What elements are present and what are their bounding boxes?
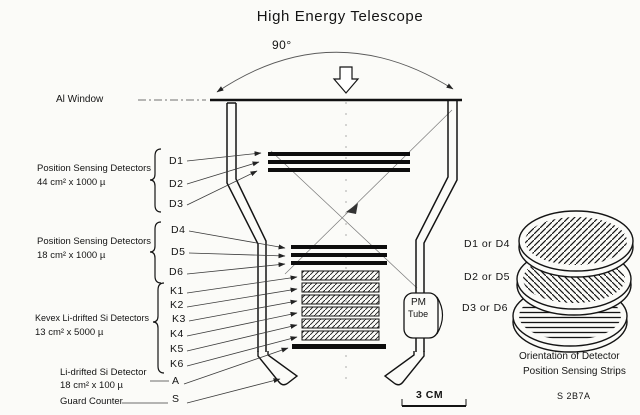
detector-bar-a [292,344,386,349]
psd-mid-spec: 18 cm² x 1000 µ [37,250,106,261]
brace-psd-mid [149,221,162,284]
leader-lines [122,151,298,404]
detector-bar-d4 [291,245,387,249]
detectors-d4-d6 [291,245,387,265]
label-d5: D5 [171,246,186,258]
label-k3: K3 [172,313,186,325]
pm-tube-label-line2: Tube [408,309,429,319]
label-d1: D1 [169,155,184,167]
psd-mid-name: Position Sensing Detectors [37,236,152,247]
scale-bar [401,399,467,407]
detector-box-k1 [301,270,380,281]
detector-box-k6 [301,330,380,341]
disc-label-d2-d5: D2 or D5 [464,271,511,283]
detector-box-k5 [301,318,380,329]
li-drifted-spec: 18 cm² x 100 µ [60,380,124,391]
detector-bar-d6 [291,261,387,265]
label-k2: K2 [170,299,184,311]
guard-counter-name: Guard Counter [60,396,123,407]
disc-caption-line2: Position Sensing Strips [523,366,626,377]
group-braces [149,148,165,374]
detector-bar-d2 [268,160,410,164]
right-foot [383,351,425,386]
detector-box-k2 [301,282,380,293]
scale-bar-label: 3 CM [416,389,444,401]
disc-d1-d4 [518,210,634,278]
label-k1: K1 [170,285,184,297]
vessel-feet [257,351,425,386]
label-k4: K4 [170,328,184,340]
figure-title: High Energy Telescope [256,8,424,25]
incident-arrow-icon [332,66,360,94]
cone-mid-arrow [346,203,358,214]
angle-label: 90° [272,38,292,52]
label-d6: D6 [169,266,184,278]
brace-psd-top [149,148,162,213]
li-drifted-name: Li-drifted Si Detector [60,367,147,378]
al-window-label: Al Window [56,94,104,105]
detector-bar-d3 [268,168,410,172]
disc-label-d3-d6: D3 or D6 [462,302,509,314]
detectors-d1-d3 [268,152,410,172]
strip-orientation-discs [512,210,634,353]
detector-box-k3 [301,294,380,305]
field-of-view-arc [216,51,454,93]
kevex-name: Kevex Li-drifted Si Detectors [35,313,150,323]
label-d2: D2 [169,178,184,190]
brace-kevex [152,282,165,374]
pm-tube-shape [403,292,444,339]
label-d3: D3 [169,198,184,210]
detector-bar-d1 [268,152,410,156]
label-s: S [172,393,180,405]
psd-top-spec: 44 cm² x 1000 µ [37,177,106,188]
label-d4: D4 [171,224,186,236]
disc-label-d1-d4: D1 or D4 [464,238,511,250]
label-k6: K6 [170,358,184,370]
label-k5: K5 [170,343,184,355]
label-a: A [172,375,180,387]
disc-caption-line1: Orientation of Detector [519,351,620,362]
psd-top-name: Position Sensing Detectors [37,163,152,174]
kevex-spec: 13 cm² x 5000 µ [35,327,104,338]
pm-tube-label-line1: PM [411,297,426,308]
detector-box-k4 [301,306,380,317]
detectors-k1-k6 [301,270,380,341]
figure-code: S 2B7A [557,391,591,401]
detector-bar-d5 [291,253,387,257]
